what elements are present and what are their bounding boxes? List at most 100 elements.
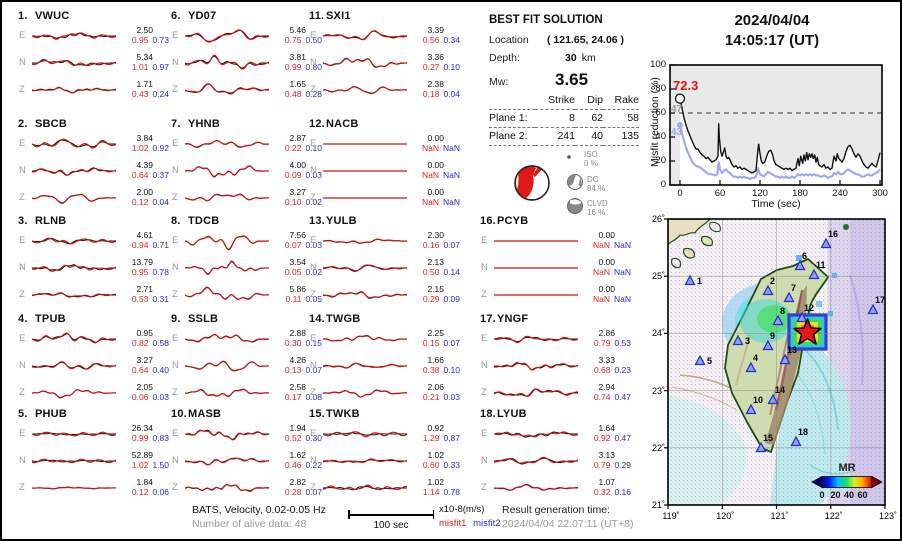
channel-label: N <box>19 165 26 176</box>
amplitude-value: 2.13 <box>427 256 444 267</box>
misfit2-value: 0.10 <box>443 364 460 375</box>
clvd-pct: 16 % <box>587 208 606 218</box>
station-header: 13.YULB <box>309 215 461 227</box>
station-number: 8. <box>171 215 181 227</box>
misfit2-value: 0.73 <box>152 34 169 45</box>
misfit2-value: 0.10 <box>305 142 322 153</box>
station-name: SXI1 <box>326 10 351 22</box>
time-scale-label: 100 sec <box>373 520 409 531</box>
waveform-trace-icon <box>32 388 116 399</box>
bandpass-label: BATS, Velocity, 0.02-0.05 Hz <box>192 504 326 516</box>
amplitude-value: 2.50 <box>136 24 153 35</box>
misfit1-value: 1.02 <box>131 142 149 153</box>
misfit1-value: NaN <box>421 169 439 180</box>
station-name: TPUB <box>35 313 66 325</box>
amplitude-value: 0.00 <box>598 229 615 240</box>
event-date: 2024/04/04 <box>734 12 810 29</box>
amplitude-value: 0.00 <box>598 283 615 294</box>
misfit1-value: 0.68 <box>593 364 611 375</box>
location-value: ( 121.65, 24.06 ) <box>547 34 625 46</box>
station-panel-MASB: 10.MASB E 1.94 0.52 0.30 N 1.62 0.46 0.22 … <box>171 408 323 508</box>
map-station-triangle-10 <box>745 403 757 415</box>
waveform-row-E: E 26.34 0.99 0.83 <box>18 420 170 447</box>
station-name: PHUB <box>35 408 67 420</box>
misfit1-value: 0.82 <box>131 337 149 348</box>
generation-time-label: Result generation time: <box>502 504 610 516</box>
waveform-values: 2.05 0.06 0.03 <box>116 382 169 403</box>
channel-label: E <box>19 333 26 344</box>
station-name: SBCB <box>35 118 67 130</box>
station-name: TWKB <box>326 408 360 420</box>
waveform-values: 3.54 0.05 0.02 <box>269 257 322 278</box>
map-lon-label: 122˚ <box>824 511 843 521</box>
misfit2-value: 0.03 <box>305 169 322 180</box>
amplitude-value: 1.66 <box>427 354 444 365</box>
amplitude-value: 2.71 <box>136 283 153 294</box>
amplitude-units: x10-8(m/s) <box>439 504 485 515</box>
waveform-row-N: N 4.00 0.09 0.03 <box>171 157 323 184</box>
misfit2-value: 0.02 <box>305 196 322 207</box>
amplitude-value: 2.94 <box>598 381 615 392</box>
waveform-row-E: E 3.39 0.56 0.34 <box>309 22 461 49</box>
map-station-number: 12 <box>804 303 814 313</box>
waveform-values: 2.88 0.30 0.15 <box>269 327 322 349</box>
waveform-values: 4.39 0.64 0.37 <box>116 159 169 181</box>
misfit2-value: 0.07 <box>443 239 460 250</box>
misfit1-value: NaN <box>592 239 610 250</box>
map-station-number: 10 <box>753 395 763 405</box>
waveform-row-E: E 1.94 0.52 0.30 <box>171 420 323 447</box>
station-header: 9. SSLB <box>171 313 323 325</box>
amplitude-value: 3.39 <box>427 24 444 35</box>
station-number: 15. <box>309 408 325 420</box>
amplitude-value: 2.58 <box>289 381 306 392</box>
channel-label: E <box>19 428 26 439</box>
amplitude-value: 2.88 <box>289 327 306 338</box>
misfit2-value: 0.78 <box>443 486 460 497</box>
channel-label: N <box>172 455 179 466</box>
misfit2-value: 0.47 <box>614 432 631 443</box>
waveform-values: 2.13 0.50 0.14 <box>407 256 460 278</box>
amplitude-value: 4.39 <box>136 159 153 170</box>
misfit1-value: 0.05 <box>284 266 302 277</box>
waveform-trace-icon <box>185 164 269 177</box>
misfit-ytick: 20 <box>655 155 666 166</box>
amplitude-value: 4.61 <box>136 229 153 240</box>
alive-data-count: Number of alive data: 48 <box>192 518 307 530</box>
channel-label: N <box>310 360 317 371</box>
channel-label: N <box>310 262 317 273</box>
station-number: 5. <box>18 408 28 420</box>
channel-label: E <box>310 138 317 149</box>
waveform-values: 0.00 NaN NaN <box>407 160 460 181</box>
col-strike: Strike <box>548 94 575 106</box>
waveform-values: 1.64 0.92 0.47 <box>578 423 631 444</box>
waveform-trace-icon <box>32 263 116 272</box>
amplitude-value: 26.34 <box>131 422 153 433</box>
misfit1-value: 0.99 <box>131 432 149 443</box>
waveform-trace-icon <box>323 57 407 68</box>
amplitude-value: 5.46 <box>289 24 306 35</box>
waveform-trace-icon <box>32 360 116 370</box>
station-name: MASB <box>188 408 222 420</box>
channel-label: E <box>172 235 179 246</box>
misfit2-value: NaN <box>613 266 631 277</box>
channel-label: E <box>19 235 26 246</box>
waveform-trace-icon <box>32 458 116 463</box>
plane2-strike: 241 <box>557 130 575 142</box>
map-station-number: 1 <box>697 276 702 286</box>
misfit2-value: 0.92 <box>152 142 169 153</box>
waveform-row-E: E 7.56 0.07 0.03 <box>171 227 323 254</box>
depth-value: 30 <box>565 52 577 64</box>
waveform-row-N: N 3.81 0.99 0.80 <box>171 49 323 76</box>
waveform-row-E: E 2.30 0.16 0.07 <box>309 227 461 254</box>
waveform-values: 1.07 0.32 0.16 <box>578 477 631 498</box>
map-station-triangle-9 <box>762 339 774 351</box>
amplitude-value: 5.86 <box>289 283 306 294</box>
col-rake: Rake <box>614 94 639 106</box>
misfit-xtick: 300 <box>872 188 888 199</box>
amplitude-value: 2.06 <box>427 381 444 392</box>
misfit2-value: 0.09 <box>443 293 460 304</box>
channel-label: Z <box>19 289 25 300</box>
waveform-row-N: N 5.34 1.01 0.97 <box>18 49 170 76</box>
misfit2-value: 0.58 <box>152 337 169 348</box>
channel-label: Z <box>19 482 25 493</box>
